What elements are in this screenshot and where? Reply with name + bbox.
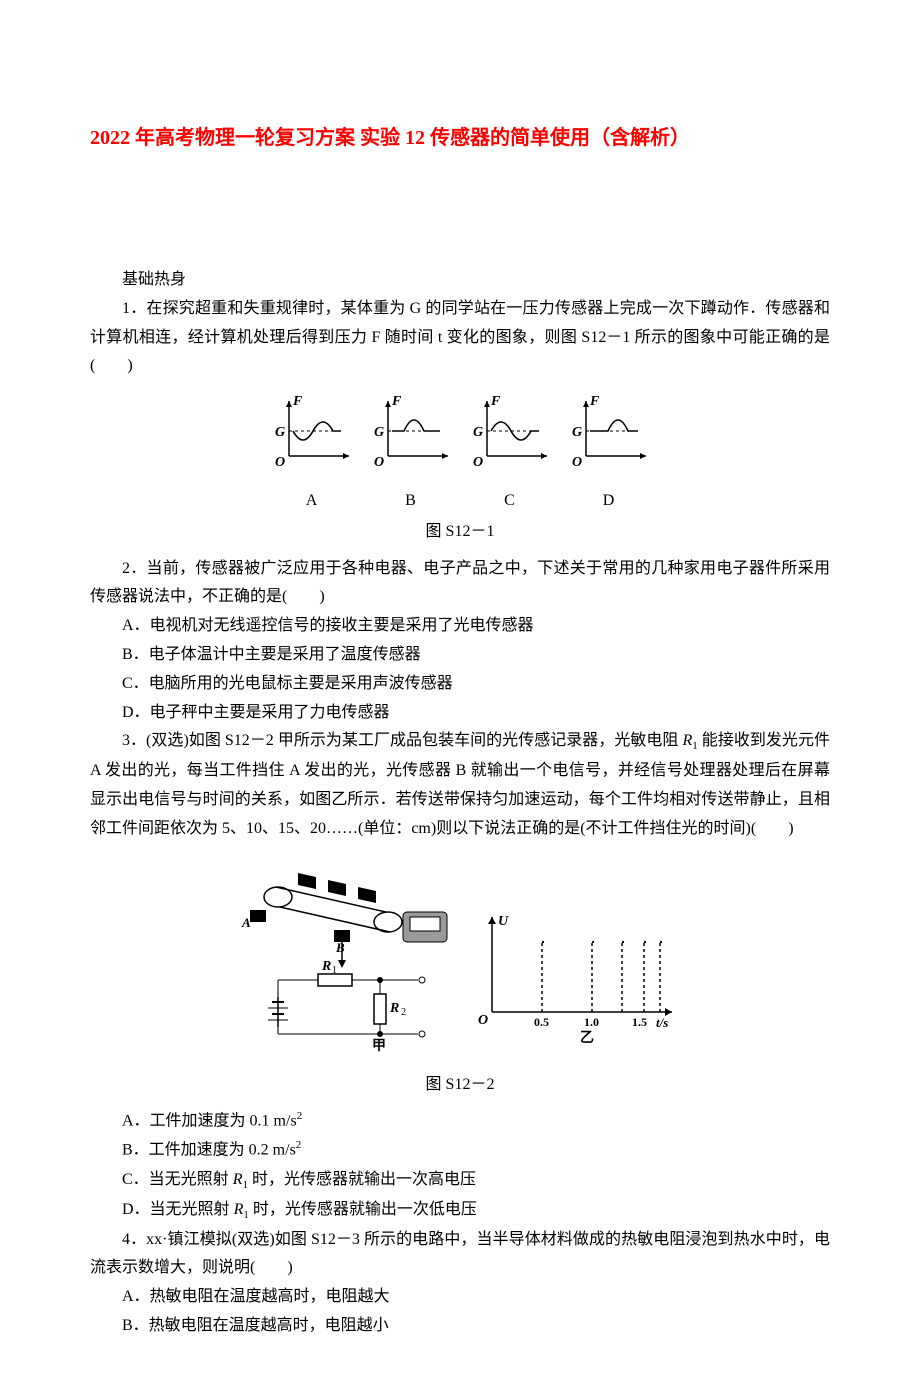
page-title: 2022 年高考物理一轮复习方案 实验 12 传感器的简单使用（含解析） [90,120,830,156]
svg-text:A: A [241,915,251,930]
q3-b-pre: B．工件加速度为 0.2 m/s [122,1142,296,1159]
q2-stem: 2．当前，传感器被广泛应用于各种电器、电子产品之中，下述关于常用的几种家用电子器… [90,555,830,613]
graph-b: F GO [363,391,458,471]
opt-d-label: D [561,487,656,516]
svg-text:F: F [589,394,600,409]
svg-text:O: O [275,455,285,470]
figure-s12-1: FGO FGO FGO FGO [90,391,830,482]
q4-opt-a: A．热敏电阻在温度越高时，电阻越大 [90,1283,830,1312]
svg-text:1: 1 [332,965,337,976]
svg-text:B: B [335,940,345,955]
svg-text:2: 2 [401,1007,406,1018]
svg-text:G: G [374,425,384,440]
svg-text:R: R [389,1001,399,1016]
q3-d-r: R [234,1201,244,1218]
svg-text:O: O [473,455,483,470]
svg-text:t/s: t/s [656,1015,668,1030]
figure-s12-2-caption: 图 S12－2 [90,1071,830,1100]
q3-opt-b: B．工件加速度为 0.2 m/s2 [90,1136,830,1165]
figure-s12-2-left: ABR1R2甲 [238,852,458,1052]
q3-opt-c: C．当无光照射 R1 时，光传感器就输出一次高电压 [90,1166,830,1196]
svg-text:乙: 乙 [580,1030,594,1046]
svg-text:F: F [490,394,501,409]
q4-stem: 4．xx·镇江模拟(双选)如图 S12－3 所示的电路中，当半导体材料做成的热敏… [90,1226,830,1284]
q3-d-post: 时，光传感器就输出一次低电压 [249,1201,477,1218]
q3-c-r: R [233,1171,243,1188]
svg-text:F: F [292,394,303,409]
q3-stem: 3．(双选)如图 S12－2 甲所示为某工厂成品包装车间的光传感记录器，光敏电阻… [90,727,830,843]
svg-text:G: G [275,425,285,440]
q2-opt-a: A．电视机对无线遥控信号的接收主要是采用了光电传感器 [90,612,830,641]
q3-c-pre: C．当无光照射 [122,1171,233,1188]
q1-stem: 1．在探究超重和失重规律时，某体重为 G 的同学站在一压力传感器上完成一次下蹲动… [90,295,830,381]
opt-c-label: C [462,487,557,516]
q3-d-pre: D．当无光照射 [122,1201,234,1218]
q3-opt-a: A．工件加速度为 0.1 m/s2 [90,1107,830,1136]
svg-text:O: O [572,455,582,470]
svg-text:甲: 甲 [372,1038,386,1052]
figure-s12-2-right: U Ot/s 0.5 1.0 1.5 乙 [462,892,682,1052]
q2-opt-c: C．电脑所用的光电鼠标主要是采用声波传感器 [90,670,830,699]
q3-c-post: 时，光传感器就输出一次高电压 [248,1171,476,1188]
svg-text:U: U [498,914,509,929]
q1-stem-text: 1．在探究超重和失重规律时，某体重为 G 的同学站在一压力传感器上完成一次下蹲动… [90,300,830,375]
svg-text:O: O [374,455,384,470]
figure-s12-1-caption: 图 S12－1 [90,518,830,547]
q3-opt-d: D．当无光照射 R1 时，光传感器就输出一次低电压 [90,1196,830,1226]
q4-opt-b: B．热敏电阻在温度越高时，电阻越小 [90,1312,830,1341]
q3-a-sup: 2 [297,1110,303,1122]
svg-text:G: G [572,425,582,440]
q3-r1: R [683,732,693,749]
svg-text:1.5: 1.5 [632,1015,647,1029]
figure-s12-2: ABR1R2甲 UOt/s0.51.01.5乙 [90,852,830,1063]
q2-opt-d: D．电子秤中主要是采用了力电传感器 [90,699,830,728]
graph-d: F GO [561,391,656,471]
svg-text:G: G [473,425,483,440]
opt-b-label: B [363,487,458,516]
svg-text:0.5: 0.5 [534,1015,549,1029]
section-label: 基础热身 [90,266,830,295]
q3-stem-1: 3．(双选)如图 S12－2 甲所示为某工厂成品包装车间的光传感记录器，光敏电阻 [122,732,683,749]
svg-text:O: O [478,1013,488,1028]
svg-text:F: F [391,394,402,409]
figure-s12-1-options: A B C D [90,487,830,516]
svg-text:R: R [321,959,331,974]
graph-a: F GO [264,391,359,471]
opt-a-label: A [264,487,359,516]
q2-opt-b: B．电子体温计中主要是采用了温度传感器 [90,641,830,670]
svg-text:1.0: 1.0 [584,1015,599,1029]
q3-b-sup: 2 [296,1139,302,1151]
graph-c: F GO [462,391,557,471]
q3-a-pre: A．工件加速度为 0.1 m/s [122,1113,297,1130]
